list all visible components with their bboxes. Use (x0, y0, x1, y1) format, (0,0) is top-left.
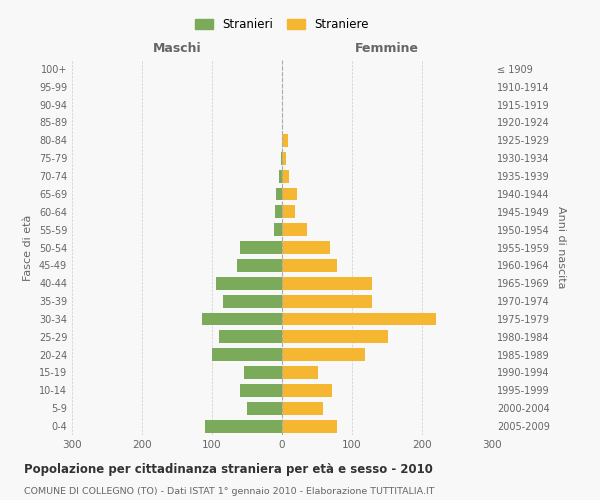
Bar (282, 294, 371, 308)
Bar (219, 330, 282, 343)
Bar (282, 206, 295, 218)
Bar (282, 348, 365, 361)
Bar (244, 366, 282, 379)
Legend: Stranieri, Straniere: Stranieri, Straniere (190, 14, 374, 36)
Bar (277, 188, 282, 200)
Bar (205, 420, 282, 432)
Bar (212, 348, 282, 361)
Bar (282, 312, 436, 326)
Text: Popolazione per cittadinanza straniera per età e sesso - 2010: Popolazione per cittadinanza straniera p… (24, 462, 433, 475)
Bar (274, 223, 282, 236)
Bar (215, 277, 282, 289)
Y-axis label: Anni di nascita: Anni di nascita (556, 206, 566, 289)
Text: Femmine: Femmine (355, 42, 419, 54)
Text: Maschi: Maschi (152, 42, 202, 54)
Bar (282, 134, 287, 147)
Bar (282, 170, 289, 182)
Bar (240, 241, 282, 254)
Bar (282, 402, 323, 414)
Bar (236, 259, 282, 272)
Bar (282, 223, 307, 236)
Bar (202, 312, 282, 326)
Bar (281, 152, 282, 164)
Bar (282, 366, 319, 379)
Bar (282, 241, 329, 254)
Y-axis label: Fasce di età: Fasce di età (23, 214, 33, 280)
Bar (282, 188, 298, 200)
Bar (282, 420, 337, 432)
Bar (282, 330, 388, 343)
Bar (282, 152, 286, 164)
Bar (247, 402, 282, 414)
Bar (282, 384, 332, 397)
Bar (275, 206, 282, 218)
Bar (223, 294, 282, 308)
Bar (278, 170, 282, 182)
Text: COMUNE DI COLLEGNO (TO) - Dati ISTAT 1° gennaio 2010 - Elaborazione TUTTITALIA.I: COMUNE DI COLLEGNO (TO) - Dati ISTAT 1° … (24, 488, 434, 496)
Bar (240, 384, 282, 397)
Bar (282, 259, 337, 272)
Bar (282, 277, 371, 289)
